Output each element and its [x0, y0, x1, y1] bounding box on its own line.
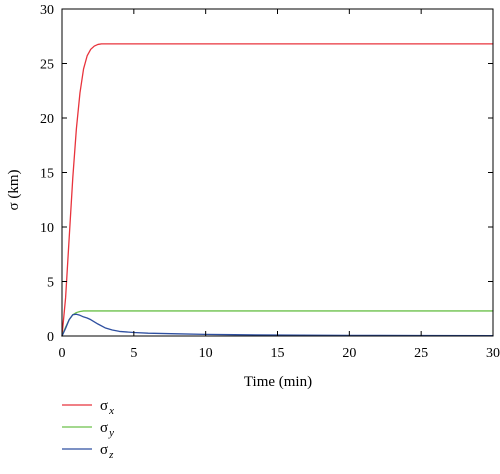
x-tick-label: 15	[271, 346, 285, 361]
y-axis-label: σ (km)	[6, 170, 22, 211]
legend-symbol: σ	[100, 420, 108, 436]
y-tick-label: 20	[40, 112, 54, 127]
legend-subscript: z	[108, 449, 114, 461]
y-tick-label: 5	[47, 276, 54, 291]
x-tick-label: 30	[486, 346, 500, 361]
y-tick-label: 25	[40, 58, 54, 73]
legend-symbol: σ	[100, 442, 108, 458]
x-tick-label: 25	[414, 346, 428, 361]
legend-label-x: σx	[100, 398, 114, 417]
legend-subscript: x	[108, 405, 114, 417]
y-tick-label: 30	[40, 3, 54, 18]
y-tick-label: 15	[40, 167, 54, 182]
axes: 0 5 10 15 20 25 30 0 5 10 15 20 25 30	[40, 3, 500, 361]
x-tick-label: 0	[59, 346, 66, 361]
series-line-x	[61, 43, 494, 337]
legend-label-y: σy	[100, 420, 114, 439]
x-tick-label: 5	[130, 346, 137, 361]
x-axis-label: Time (min)	[244, 374, 312, 390]
y-tick-label: 0	[47, 330, 54, 345]
legend-subscript: y	[108, 427, 114, 439]
x-tick-label: 10	[199, 346, 213, 361]
x-tick-label: 20	[342, 346, 356, 361]
legend-symbol: σ	[100, 398, 108, 414]
plot-area	[61, 43, 494, 337]
series-line-z	[61, 313, 494, 337]
legend-label-z: σz	[100, 442, 114, 461]
plot-frame	[61, 8, 494, 337]
y-tick-label: 10	[40, 221, 54, 236]
